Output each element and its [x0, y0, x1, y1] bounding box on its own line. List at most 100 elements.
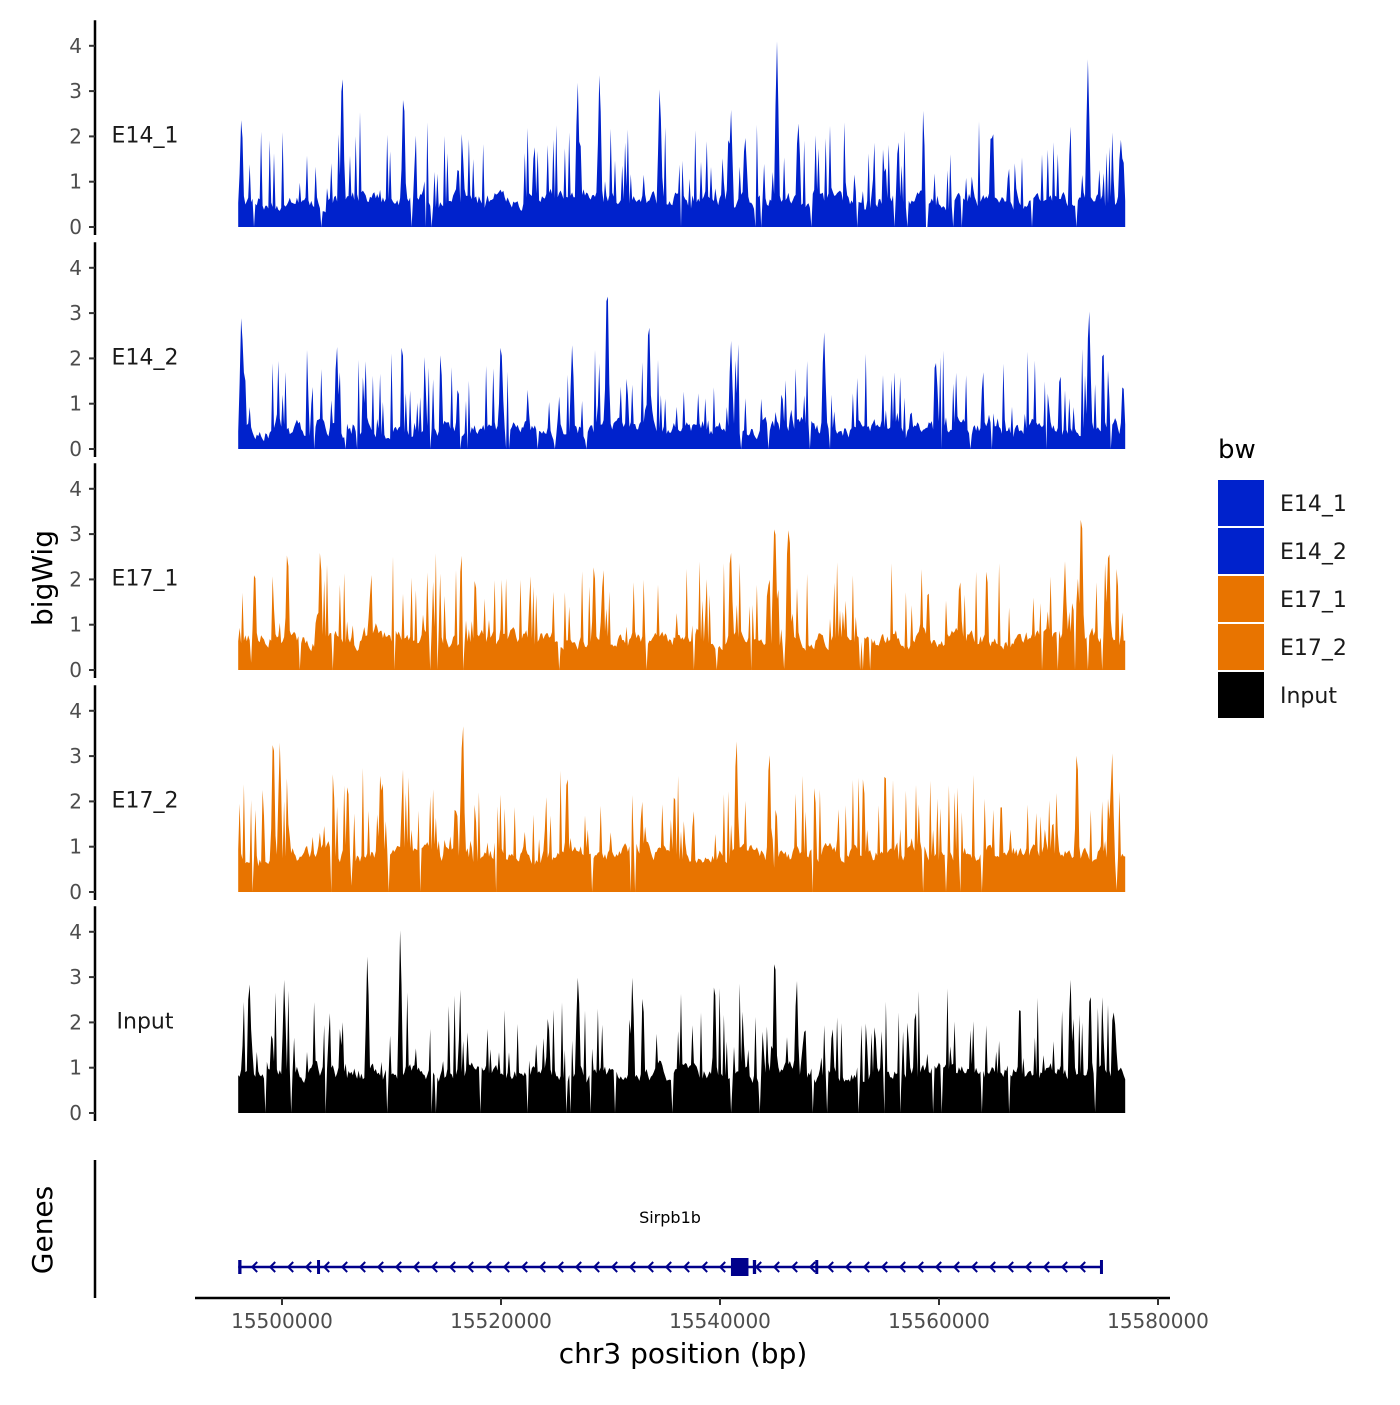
strand-arrow [754, 1261, 762, 1273]
strand-arrow [952, 1261, 960, 1273]
y-tick-label: 0 [69, 437, 82, 461]
y-tick-label: 3 [69, 301, 82, 325]
strand-arrow [592, 1261, 600, 1273]
strand-arrow [718, 1261, 726, 1273]
strand-arrow [574, 1261, 582, 1273]
track-label: E17_2 [112, 788, 179, 813]
y-tick-label: 0 [69, 1101, 82, 1125]
y-tick-label: 2 [69, 789, 82, 813]
x-axis-title: chr3 position (bp) [559, 1337, 808, 1370]
strand-arrow [808, 1261, 816, 1273]
strand-arrow [1006, 1261, 1014, 1273]
y-tick-label: 4 [69, 699, 82, 723]
y-tick-label: 3 [69, 522, 82, 546]
strand-arrow [628, 1261, 636, 1273]
strand-arrow [1060, 1261, 1068, 1273]
strand-arrow [520, 1261, 528, 1273]
gene-exon [238, 1260, 242, 1274]
strand-arrow [466, 1261, 474, 1273]
strand-arrow [862, 1261, 870, 1273]
legend-label: Input [1280, 684, 1337, 709]
strand-arrow [286, 1261, 294, 1273]
coverage-tracks: 0 1 2 3 4 E14_1 0 1 2 3 4 E14_2 0 1 2 3 4 E17_1 0 1 2 3 4 E17_2… [69, 20, 1126, 1125]
legend-key [1218, 480, 1264, 526]
legend: bw E14_1 E14_2 E17_1 E17_2 Input [1218, 435, 1347, 718]
y-tick-label: 2 [69, 124, 82, 148]
legend-key [1218, 624, 1264, 670]
y-tick-label: 1 [69, 613, 82, 637]
x-axis: chr3 position (bp) 15500000 15520000 15540… [195, 1296, 1209, 1370]
strand-arrow [358, 1261, 366, 1273]
y-tick-label: 2 [69, 346, 82, 370]
strand-arrow [448, 1261, 456, 1273]
strand-arrow [700, 1261, 708, 1273]
strand-arrow [322, 1261, 330, 1273]
y-tick-label: 1 [69, 835, 82, 859]
strand-arrow [772, 1261, 780, 1273]
x-tick-label: 15500000 [231, 1309, 333, 1333]
track-panel-e14-1: 0 1 2 3 4 E14_1 [69, 20, 1126, 239]
track-label: E14_2 [112, 345, 179, 370]
strand-arrow [934, 1261, 942, 1273]
coverage-area-e14-1 [238, 41, 1126, 227]
y-tick-label: 1 [69, 392, 82, 416]
legend-title: bw [1218, 435, 1256, 465]
legend-label: E17_1 [1280, 588, 1347, 613]
strand-arrow [988, 1261, 996, 1273]
y-tick-label: 3 [69, 744, 82, 768]
gene-exon [1099, 1260, 1103, 1274]
strand-arrow [304, 1261, 312, 1273]
x-tick-label: 15540000 [669, 1309, 771, 1333]
y-tick-label: 2 [69, 1010, 82, 1034]
gene-track: Genes Sirpb1b [26, 1160, 1103, 1298]
strand-arrow [610, 1261, 618, 1273]
strand-arrow [880, 1261, 888, 1273]
legend-label: E14_2 [1280, 540, 1347, 565]
strand-arrow [916, 1261, 924, 1273]
gene-exon [752, 1260, 757, 1274]
strand-arrow [538, 1261, 546, 1273]
track-panel-e14-2: 0 1 2 3 4 E14_2 [69, 242, 1126, 461]
strand-arrow [664, 1261, 672, 1273]
y-tick-label: 1 [69, 170, 82, 194]
strand-arrow [826, 1261, 834, 1273]
strand-arrow [556, 1261, 564, 1273]
gene-exon [317, 1260, 321, 1274]
strand-arrow [484, 1261, 492, 1273]
strand-arrow [250, 1261, 258, 1273]
track-panel-input: 0 1 2 3 4 Input [69, 906, 1126, 1125]
y-tick-label: 4 [69, 34, 82, 58]
strand-arrow [412, 1261, 420, 1273]
strand-arrow [376, 1261, 384, 1273]
legend-key [1218, 528, 1264, 574]
y-tick-label: 1 [69, 1056, 82, 1080]
strand-arrow [394, 1261, 402, 1273]
track-label: E17_1 [112, 566, 179, 591]
legend-label: E17_2 [1280, 636, 1347, 661]
y-axis-title: bigWig [26, 530, 59, 626]
strand-arrow [1024, 1261, 1032, 1273]
strand-arrow [268, 1261, 276, 1273]
coverage-area-e14-2 [238, 296, 1126, 449]
legend-key [1218, 576, 1264, 622]
y-tick-label: 4 [69, 477, 82, 501]
legend-label: E14_1 [1280, 492, 1347, 517]
y-tick-label: 3 [69, 965, 82, 989]
strand-arrow [898, 1261, 906, 1273]
legend-key [1218, 672, 1264, 718]
strand-arrow [844, 1261, 852, 1273]
gene-exon [815, 1260, 819, 1274]
gene-track-title: Genes [26, 1186, 59, 1274]
x-tick-label: 15560000 [888, 1309, 990, 1333]
track-panel-e17-1: 0 1 2 3 4 E17_1 [69, 463, 1126, 682]
strand-arrow [340, 1261, 348, 1273]
y-tick-label: 0 [69, 880, 82, 904]
coverage-area-e17-2 [238, 726, 1126, 892]
gene-name-label: Sirpb1b [639, 1208, 701, 1227]
y-tick-label: 0 [69, 215, 82, 239]
track-label: E14_1 [112, 123, 179, 148]
coverage-area-e17-1 [238, 519, 1126, 670]
strand-arrow [502, 1261, 510, 1273]
